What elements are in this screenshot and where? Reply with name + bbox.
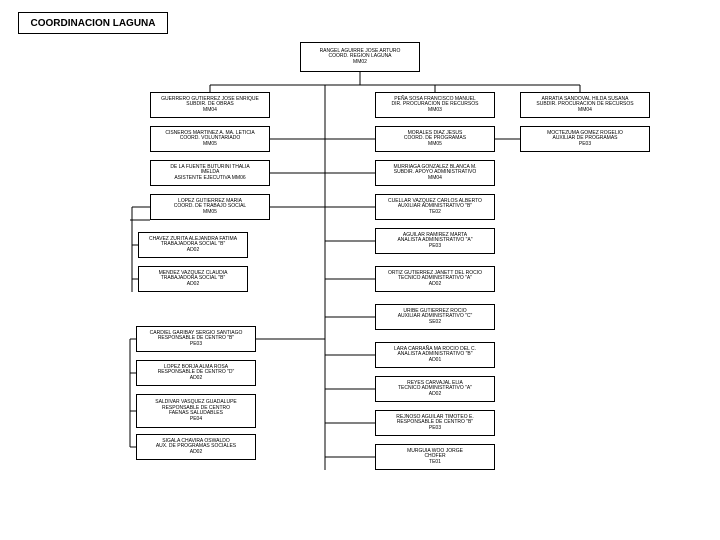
node-r7l: MENDEZ VAZQUEZ CLAUDIA TRABAJADORA SOCIA… (138, 266, 248, 292)
node-r3c2: MORALES DIAZ JESUS COORD. DE PROGRAMAS M… (375, 126, 495, 152)
node-line: AD02 (429, 282, 442, 288)
node-r6r: AGUILAR RAMIREZ MARTA ANALISTA ADMINISTR… (375, 228, 495, 254)
node-rl3: REJNOSO AGUILAR TIMOTEO E. RESPONSABLE D… (375, 410, 495, 436)
node-line: TE01 (429, 460, 441, 466)
node-ll4: SIGALA CHAVIRA OSWALDO AUX. DE PROGRAMAS… (136, 434, 256, 460)
node-r4c2: MURRIAGA GONZALEZ BLANCA M. SUBDIR. APOY… (375, 160, 495, 186)
node-ll3: SALDIVAR VASQUEZ GUADALUPE RESPONSABLE D… (136, 394, 256, 428)
node-rl4: MURGUIA WOO JORGE CHOFER TE01 (375, 444, 495, 470)
node-line: MM05 (203, 142, 217, 148)
node-root: RANGEL AGUIRRE JOSE ARTURO COORD. REGION… (300, 42, 420, 72)
node-line: AD02 (190, 450, 203, 456)
node-r2c2: PEÑA SOSA FRANCISCO MANUEL DIR. PROCURAC… (375, 92, 495, 118)
org-chart-page: COORDINACION LAGUNA RANGEL AGUIRRE JOSE … (0, 0, 720, 540)
node-r7r: ORTIZ GUTIERREZ JANETT DEL ROCIO TECNICO… (375, 266, 495, 292)
node-line: MM04 (578, 108, 592, 114)
node-line: AD02 (187, 282, 200, 288)
node-rl1: LARA CARRAÑA MA ROCIO DEL C. ANALISTA AD… (375, 342, 495, 368)
node-line: PE03 (429, 426, 441, 432)
page-title: COORDINACION LAGUNA (31, 18, 156, 29)
node-line: ASISTENTE EJECUTIVA MM06 (174, 176, 245, 182)
node-rl2: REYES CARVAJAL ELIA TECNICO ADMINISTRATI… (375, 376, 495, 402)
node-line: MM03 (428, 108, 442, 114)
node-r6l: CHAVEZ ZURITA ALEJANDRA FATIMA TRABAJADO… (138, 232, 248, 258)
node-line: MM04 (203, 108, 217, 114)
node-r4c1: DE LA FUENTE BUTURINI THALIA IMELDA ASIS… (150, 160, 270, 186)
node-ll1: CARDIEL GARIBAY SERGIO SANTIAGO RESPONSA… (136, 326, 256, 352)
node-line: PE03 (579, 142, 591, 148)
node-r8r: URIBE GUTIERREZ ROCIO AUXILIAR ADMINISTR… (375, 304, 495, 330)
node-line: PE04 (190, 417, 202, 423)
page-title-box: COORDINACION LAGUNA (18, 12, 168, 34)
node-r2c3: ARRATIA SANDOVAL HILDA SUSANA SUBDIR. PR… (520, 92, 650, 118)
node-line: TE02 (429, 210, 441, 216)
node-r2c1: GUERRERO GUTIERREZ JOSE ENRIQUE SUBDIR. … (150, 92, 270, 118)
node-line: AD02 (429, 392, 442, 398)
node-line: SE02 (429, 320, 441, 326)
connectors (0, 0, 720, 540)
node-line: MM04 (428, 176, 442, 182)
node-r5c2: CUELLAR VAZQUEZ CARLOS ALBERTO AUXILIAR … (375, 194, 495, 220)
node-line: MM05 (203, 210, 217, 216)
node-line: AD02 (190, 376, 203, 382)
node-line: PE03 (190, 342, 202, 348)
node-line: AD02 (187, 248, 200, 254)
node-line: MM02 (353, 60, 367, 66)
node-r5c1: LOPEZ GUTIERREZ MARIA COORD. DE TRABAJO … (150, 194, 270, 220)
node-ll2: LOPEZ BORJA ALMA ROSA RESPONSABLE DE CEN… (136, 360, 256, 386)
node-line: AD01 (429, 358, 442, 364)
node-r3c3: MOCTEZUMA GOMEZ ROGELIO AUXILIAR DE PROG… (520, 126, 650, 152)
node-line: MM05 (428, 142, 442, 148)
node-line: PE03 (429, 244, 441, 250)
node-r3c1: CISNEROS MARTINEZ A. MA. LETICIA COORD. … (150, 126, 270, 152)
